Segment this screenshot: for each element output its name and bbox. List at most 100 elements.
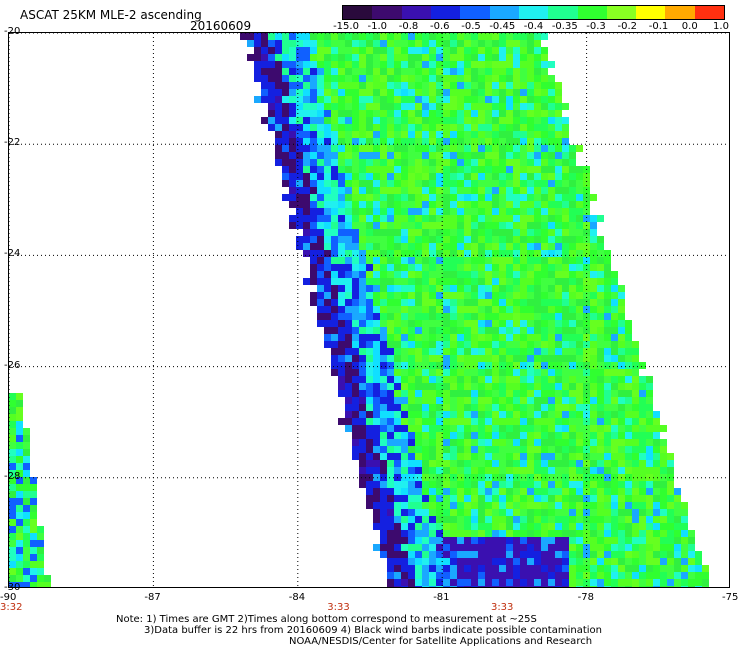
swath-cell [583,292,590,299]
swath-cell [590,243,597,250]
swath-cell [485,425,492,432]
swath-cell [485,264,492,271]
swath-cell [359,187,366,194]
swath-cell [359,474,366,481]
swath-cell [555,474,562,481]
swath-cell [513,40,520,47]
swath-cell [471,166,478,173]
swath-cell [359,285,366,292]
swath-cell [394,558,401,565]
swath-cell [611,299,618,306]
swath-cell [422,355,429,362]
swath-cell [436,61,443,68]
swath-cell [506,166,513,173]
swath-cell [541,565,548,572]
swath-cell [275,96,282,103]
swath-cell [534,369,541,376]
swath-cell [569,257,576,264]
swath-cell [527,313,534,320]
swath-cell [485,124,492,131]
swath-cell [331,180,338,187]
swath-cell [464,411,471,418]
swath-cell [492,222,499,229]
swath-cell [541,89,548,96]
swath-cell [324,299,331,306]
swath-cell [576,390,583,397]
swath-cell [275,152,282,159]
swath-cell [646,390,653,397]
swath-cell [303,208,310,215]
swath-cell [562,243,569,250]
swath-cell [450,40,457,47]
swath-cell [478,285,485,292]
swath-cell [317,75,324,82]
swath-cell [506,516,513,523]
swath-cell [632,565,639,572]
swath-cell [394,516,401,523]
swath-cell [611,397,618,404]
swath-cell [541,383,548,390]
swath-cell [590,215,597,222]
swath-cell [555,383,562,390]
swath-cell [331,110,338,117]
swath-cell [401,271,408,278]
swath-cell [597,481,604,488]
swath-cell [541,376,548,383]
swath-cell [464,264,471,271]
swath-cell [450,257,457,264]
swath-cell [660,537,667,544]
swath-cell [450,166,457,173]
swath-cell [387,89,394,96]
swath-cell [380,453,387,460]
swath-cell [408,33,415,40]
swath-cell [408,425,415,432]
swath-cell [366,271,373,278]
swath-cell [541,481,548,488]
swath-cell [352,453,359,460]
swath-cell [317,299,324,306]
swath-cell [387,460,394,467]
swath-cell [478,222,485,229]
swath-cell [359,159,366,166]
swath-cell [436,68,443,75]
swath-cell [261,54,268,61]
swath-cell [401,439,408,446]
swath-cell [30,554,37,561]
swath-cell [331,264,338,271]
swath-cell [464,516,471,523]
swath-cell [457,313,464,320]
swath-cell [373,159,380,166]
swath-cell [478,327,485,334]
swath-cell [457,173,464,180]
swath-cell [373,131,380,138]
swath-cell [450,110,457,117]
swath-cell [359,110,366,117]
swath-cell [506,446,513,453]
swath-cell [492,390,499,397]
swath-cell [555,390,562,397]
swath-cell [555,404,562,411]
swath-cell [401,61,408,68]
swath-cell [548,271,555,278]
swath-cell [401,145,408,152]
swath-cell [394,495,401,502]
swath-cell [520,152,527,159]
swath-cell [429,453,436,460]
swath-cell [422,201,429,208]
swath-cell [506,173,513,180]
swath-cell [597,551,604,558]
swath-cell [471,159,478,166]
swath-cell [576,201,583,208]
swath-cell [443,131,450,138]
swath-cell [492,425,499,432]
swath-cell [310,47,317,54]
swath-cell [422,194,429,201]
swath-cell [653,495,660,502]
swath-cell [485,313,492,320]
swath-cell [492,306,499,313]
swath-cell [422,75,429,82]
swath-cell [548,481,555,488]
swath-cell [415,439,422,446]
swath-cell [492,558,499,565]
swath-cell [345,369,352,376]
